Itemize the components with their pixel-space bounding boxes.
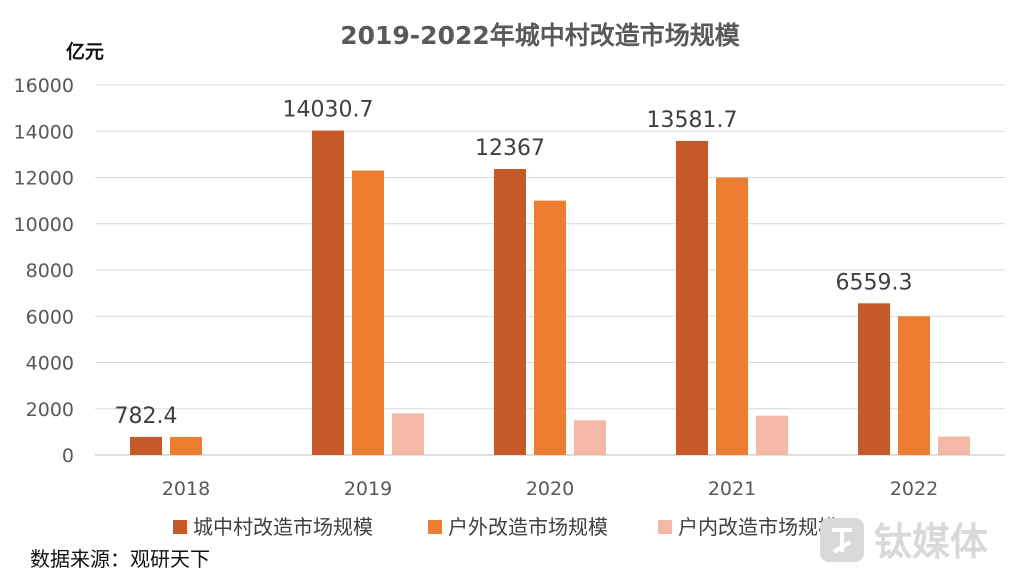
x-tick-label: 2019 [344,478,392,500]
y-tick-label: 10000 [14,214,74,236]
y-tick-label: 14000 [14,121,74,143]
y-tick-label: 16000 [14,75,74,97]
y-tick-label: 12000 [14,168,74,190]
data-label: 782.4 [115,404,178,429]
y-tick-label: 4000 [26,353,74,375]
data-label: 14030.7 [283,98,374,123]
x-tick-label: 2020 [526,478,574,500]
bar-series-1 [676,140,708,455]
data-labels: 782.4 14030.7 12367 13581.7 6559.3 [115,98,913,429]
x-tick-label: 2018 [162,478,210,500]
bar-series-2 [898,316,930,455]
y-tick-label: 8000 [26,260,74,282]
bar-series-2 [170,436,202,455]
bar-series-1 [494,169,526,455]
y-axis-tick-labels: 0 2000 4000 6000 8000 10000 12000 14000 16000 [14,75,74,467]
legend-label: 户内改造市场规模 [678,515,838,539]
y-tick-label: 6000 [26,306,74,328]
bars [130,130,970,455]
legend-label: 城中村改造市场规模 [193,515,373,539]
bar-series-1 [858,303,890,455]
x-tick-label: 2021 [708,478,756,500]
tmtpost-logo-icon [820,518,864,562]
watermark: 钛媒体 [820,518,988,564]
data-label: 6559.3 [836,270,913,295]
legend: 城中村改造市场规模 户外改造市场规模 户内改造市场规模 [173,515,838,539]
legend-swatch [173,520,187,534]
bar-series-3 [756,415,788,455]
bar-series-2 [352,170,384,455]
bar-series-3 [574,420,606,455]
bar-series-3 [938,436,970,455]
legend-swatch [428,520,442,534]
legend-label: 户外改造市场规模 [448,515,608,539]
y-tick-label: 2000 [26,399,74,421]
x-tick-label: 2022 [890,478,938,500]
bar-series-2 [716,177,748,455]
legend-swatch [658,520,672,534]
data-label: 12367 [475,136,545,161]
bar-series-1 [312,130,344,455]
watermark-text: 钛媒体 [874,520,988,564]
y-axis-unit-label: 亿元 [66,40,104,63]
bar-series-1 [130,436,162,455]
source-note: 数据来源：观研天下 [30,547,210,571]
data-label: 13581.7 [647,108,738,133]
bar-series-3 [392,413,424,455]
y-tick-label: 0 [62,445,74,467]
bar-series-2 [534,200,566,455]
x-axis-tick-labels: 2018 2019 2020 2021 2022 [162,478,938,500]
chart-title: 2019-2022年城中村改造市场规模 [340,21,741,50]
